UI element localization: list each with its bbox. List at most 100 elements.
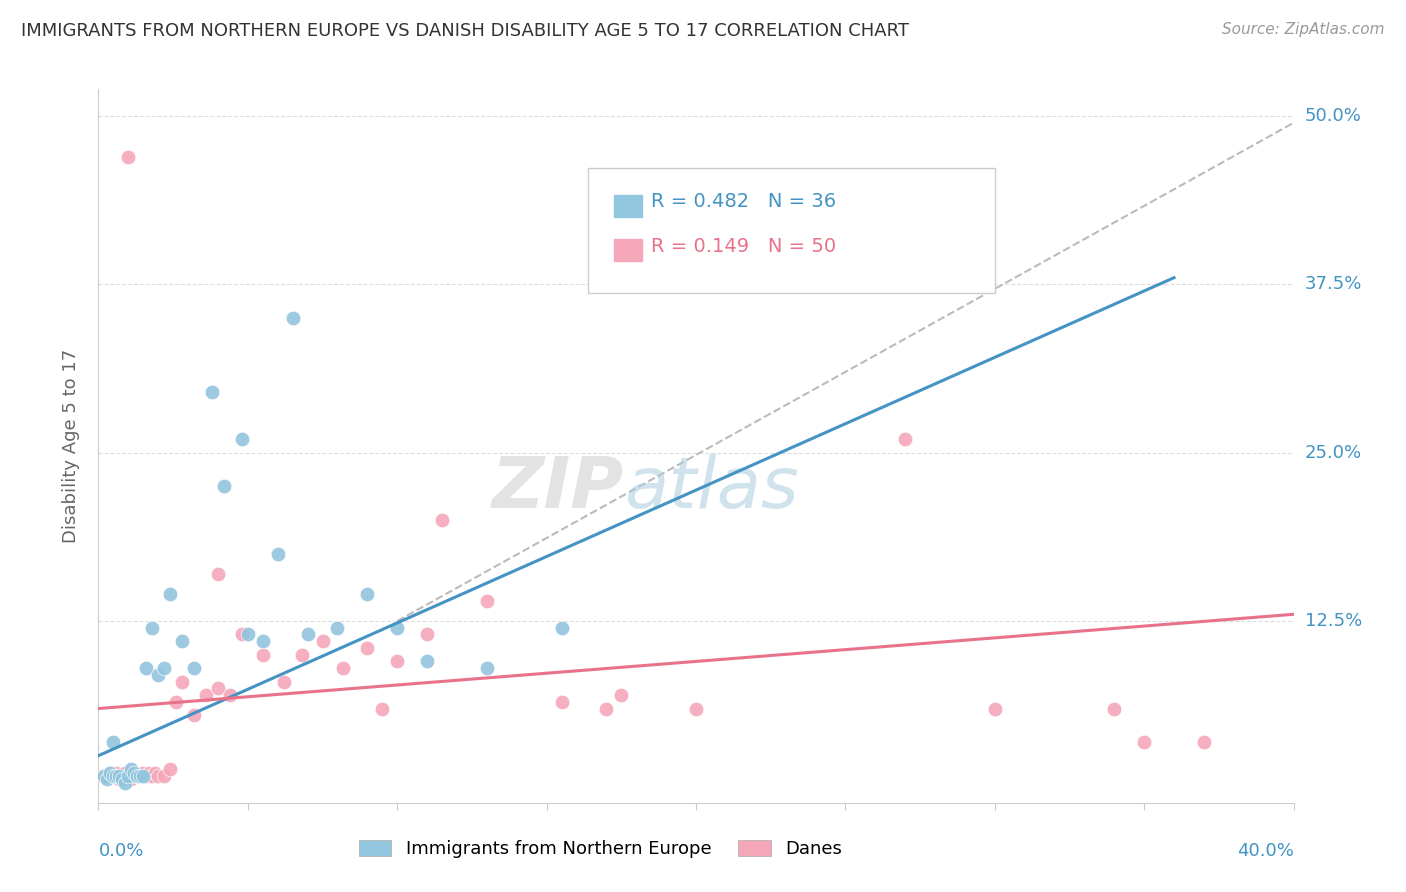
Point [159,762,181,776]
Text: R = 0.482   N = 36: R = 0.482 N = 36 [651,193,835,211]
Point [127,769,149,783]
Point [141,769,163,783]
FancyBboxPatch shape [613,239,643,261]
Point [595,701,617,715]
Point [114,775,136,789]
Point [290,648,312,662]
Point [132,769,155,783]
Point [1133,735,1156,749]
Text: Source: ZipAtlas.com: Source: ZipAtlas.com [1222,22,1385,37]
Text: IMMIGRANTS FROM NORTHERN EUROPE VS DANISH DISABILITY AGE 5 TO 17 CORRELATION CHA: IMMIGRANTS FROM NORTHERN EUROPE VS DANIS… [21,22,910,40]
Point [894,432,917,446]
Point [124,766,146,780]
Point [475,594,498,608]
Point [236,627,259,641]
Point [685,701,707,715]
Text: ZIP: ZIP [492,454,624,524]
Point [93,769,115,783]
Point [332,661,354,675]
Point [129,769,152,783]
Point [252,648,274,662]
Point [93,769,115,783]
Point [117,769,139,783]
Point [103,735,125,749]
Point [252,634,274,648]
Point [98,766,122,780]
Point [273,674,295,689]
Point [108,772,131,786]
Point [105,769,128,783]
Point [129,769,152,783]
Text: 12.5%: 12.5% [1305,612,1362,630]
Point [153,769,176,783]
Point [96,772,118,786]
Point [231,432,253,446]
Point [610,688,633,702]
Point [430,513,453,527]
Point [127,769,149,783]
Point [135,661,157,675]
Legend: Immigrants from Northern Europe, Danes: Immigrants from Northern Europe, Danes [352,832,849,865]
Point [153,661,176,675]
Point [1104,701,1126,715]
Point [231,627,253,641]
Point [98,766,122,780]
Point [96,769,118,783]
Point [103,769,125,783]
FancyBboxPatch shape [588,168,994,293]
Point [138,766,160,780]
Point [105,766,128,780]
Point [103,769,125,783]
Point [311,634,333,648]
Point [207,566,229,581]
Point [135,769,157,783]
Point [983,701,1005,715]
Point [1192,735,1215,749]
Point [550,621,572,635]
Point [143,766,166,780]
Point [475,661,498,675]
Point [165,695,187,709]
Point [183,708,205,723]
Point [117,149,139,163]
Point [114,766,136,780]
Point [356,640,378,655]
Text: R = 0.149   N = 50: R = 0.149 N = 50 [651,236,835,256]
Point [148,769,170,783]
Point [416,655,439,669]
Point [385,655,409,669]
Point [201,385,224,400]
Point [120,762,142,776]
Point [172,674,194,689]
Point [550,695,572,709]
Point [371,701,394,715]
Point [416,627,439,641]
Point [108,769,131,783]
Point [132,766,155,780]
Point [172,634,194,648]
Text: 50.0%: 50.0% [1305,107,1361,125]
Point [356,587,378,601]
Point [219,688,242,702]
Text: 25.0%: 25.0% [1305,443,1362,462]
Text: 0.0%: 0.0% [98,842,143,860]
Text: atlas: atlas [624,454,799,524]
Point [194,688,218,702]
Point [148,668,170,682]
Point [117,769,139,783]
Point [120,772,142,786]
Point [183,661,205,675]
Point [207,681,229,696]
FancyBboxPatch shape [613,195,643,217]
Point [124,766,146,780]
Point [267,547,290,561]
Point [326,621,349,635]
Point [111,769,134,783]
Point [297,627,319,641]
Point [385,621,409,635]
Y-axis label: Disability Age 5 to 17: Disability Age 5 to 17 [62,349,80,543]
Point [159,587,181,601]
Text: 40.0%: 40.0% [1237,842,1294,860]
Point [281,311,304,326]
Point [111,772,134,786]
